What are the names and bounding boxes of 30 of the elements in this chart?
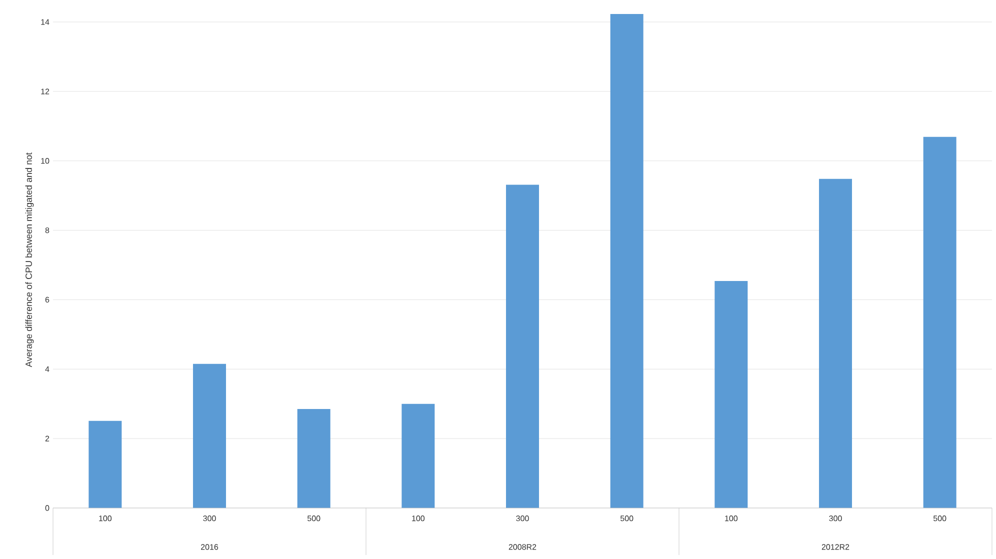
- bar: [818, 178, 852, 508]
- y-tick-label: 8: [45, 227, 50, 234]
- y-tick-label: 14: [41, 19, 50, 25]
- x-tick-label: 300: [203, 516, 216, 522]
- bar: [193, 364, 226, 508]
- y-tick-label: 0: [45, 505, 50, 511]
- y-tick-label: 10: [41, 158, 50, 164]
- bar: [923, 136, 956, 508]
- y-tick-label: 4: [45, 366, 50, 372]
- x-tick-label: 100: [725, 516, 738, 522]
- text: 2008R2: [508, 544, 536, 550]
- bar: [88, 420, 122, 508]
- y-tick-label: 2: [45, 436, 50, 442]
- y-axis-title: Average difference of CPU between mitigated and not: [25, 152, 34, 368]
- x-tick-label: 500: [933, 516, 946, 522]
- x-tick-label: 300: [516, 516, 529, 522]
- x-tick-label: 500: [620, 516, 634, 522]
- bar: [610, 14, 644, 508]
- text: 2016: [201, 544, 218, 550]
- y-tick-label: 6: [45, 296, 50, 303]
- x-tick-label: 100: [99, 516, 112, 522]
- bar: [506, 184, 539, 508]
- bar: [297, 409, 330, 508]
- bar: [714, 280, 748, 508]
- x-tick-label: 500: [307, 516, 320, 522]
- y-tick-label: 12: [41, 88, 50, 94]
- bar: [402, 404, 435, 508]
- text: 2012R2: [822, 544, 850, 550]
- x-tick-label: 100: [412, 516, 425, 522]
- x-tick-label: 300: [829, 516, 842, 522]
